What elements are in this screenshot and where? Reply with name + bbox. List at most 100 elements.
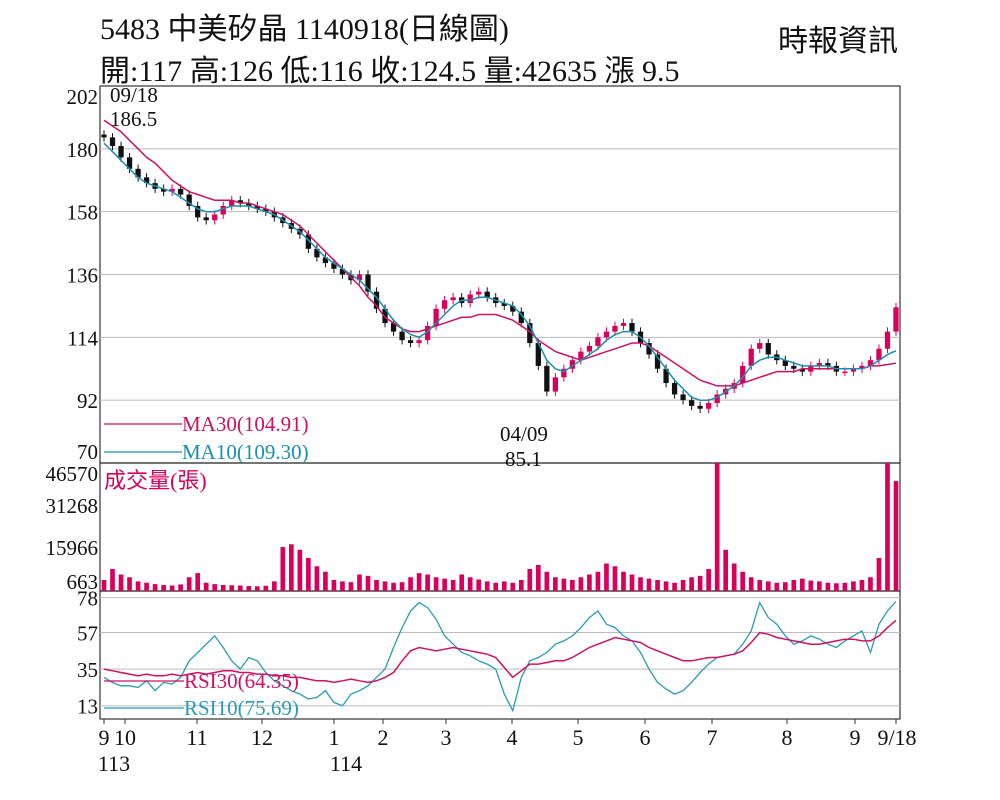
volume-bar — [595, 571, 601, 591]
candle — [671, 383, 678, 395]
candle — [442, 300, 448, 309]
volume-bar — [280, 547, 286, 591]
candle — [186, 194, 192, 206]
rsi-tick-label: 78 — [77, 587, 98, 611]
volume-bar — [885, 463, 890, 591]
volume-bar — [604, 563, 609, 591]
volume-bar — [765, 581, 771, 591]
volume-tick-label: 15966 — [46, 536, 99, 560]
volume-bar — [655, 580, 660, 591]
candle — [893, 307, 899, 332]
x-tick-label: 2 — [378, 725, 389, 750]
volume-title: 成交量(張) — [104, 468, 207, 493]
x-tick-label: 6 — [640, 725, 651, 750]
volume-bar — [697, 575, 703, 591]
candle — [195, 205, 201, 218]
candle — [527, 323, 533, 344]
rsi30-line — [103, 619, 897, 684]
volume-tick-label: 31268 — [46, 494, 99, 518]
candle — [365, 274, 371, 292]
candle — [714, 394, 720, 404]
candle — [544, 365, 550, 392]
volume-bar — [578, 577, 584, 591]
candle — [842, 371, 848, 374]
volume-bar — [757, 580, 763, 591]
volume-bar — [740, 571, 746, 591]
candle — [518, 311, 524, 324]
price-tick-label: 158 — [67, 201, 99, 225]
volume-bar — [340, 581, 345, 591]
volume-bar — [587, 574, 592, 591]
candle — [825, 363, 831, 366]
price-tick-label: 92 — [77, 389, 98, 413]
candle — [135, 168, 141, 178]
volume-bar — [220, 584, 226, 591]
volume-bar — [510, 582, 516, 591]
volume-bar — [612, 566, 618, 591]
x-tick-label: 9 — [850, 725, 861, 750]
candle — [433, 308, 439, 326]
ma10-line — [103, 142, 897, 401]
volume-bar — [450, 580, 456, 591]
volume-bar — [868, 577, 873, 591]
candle — [407, 340, 414, 344]
candle — [688, 400, 695, 406]
volume-bar — [493, 582, 499, 591]
volume-bar — [118, 574, 124, 591]
price-tick-label: 136 — [67, 264, 99, 288]
volume-bar — [817, 581, 822, 591]
volume-bar — [663, 581, 669, 591]
volume-bar — [101, 580, 107, 591]
rsi-tick-label: 35 — [77, 658, 98, 682]
candle — [782, 360, 788, 366]
x-tick-label: 9/18 — [877, 725, 916, 750]
candle — [654, 354, 661, 369]
volume-bar — [348, 582, 354, 591]
candle — [212, 214, 218, 221]
volume-bar — [203, 582, 209, 591]
candle — [850, 368, 857, 372]
volume-bar — [672, 582, 677, 591]
candle — [586, 345, 593, 352]
candle — [305, 234, 312, 249]
volume-bar — [289, 544, 294, 591]
high-annotation-date: 09/18 — [110, 83, 158, 107]
volume-bar — [229, 585, 235, 591]
volume-bar — [561, 578, 567, 591]
volume-bar — [621, 571, 626, 591]
volume-bar — [791, 580, 797, 591]
ma-legend-label: MA10(109.30) — [182, 440, 309, 464]
volume-bar — [859, 580, 865, 591]
candle — [706, 403, 712, 409]
candle — [424, 325, 431, 341]
volume-bar — [195, 573, 201, 591]
candle — [552, 377, 558, 392]
volume-bar — [408, 577, 413, 591]
candle — [561, 368, 567, 378]
volume-bar — [442, 578, 447, 591]
candle — [740, 365, 746, 384]
candle — [467, 294, 473, 304]
candle — [169, 188, 175, 192]
x-tick-label: 12 — [251, 725, 273, 750]
volume-panel-frame — [99, 462, 901, 592]
x-tick-label: 9 — [99, 725, 110, 750]
candle — [595, 337, 601, 346]
candle — [620, 323, 627, 326]
volume-bar — [774, 582, 780, 591]
candle — [263, 208, 269, 212]
volume-bar — [680, 580, 686, 591]
volume-bar — [306, 558, 311, 591]
candle — [109, 137, 116, 146]
rsi-legend-label: RSI30(64.35) — [184, 669, 299, 693]
candle — [237, 200, 243, 204]
candle — [246, 203, 252, 206]
candle — [126, 157, 133, 169]
volume-bar — [357, 574, 362, 591]
candle — [612, 325, 618, 332]
candle — [331, 263, 337, 269]
volume-bar — [178, 584, 183, 591]
candle — [578, 351, 584, 361]
candle — [101, 134, 107, 138]
